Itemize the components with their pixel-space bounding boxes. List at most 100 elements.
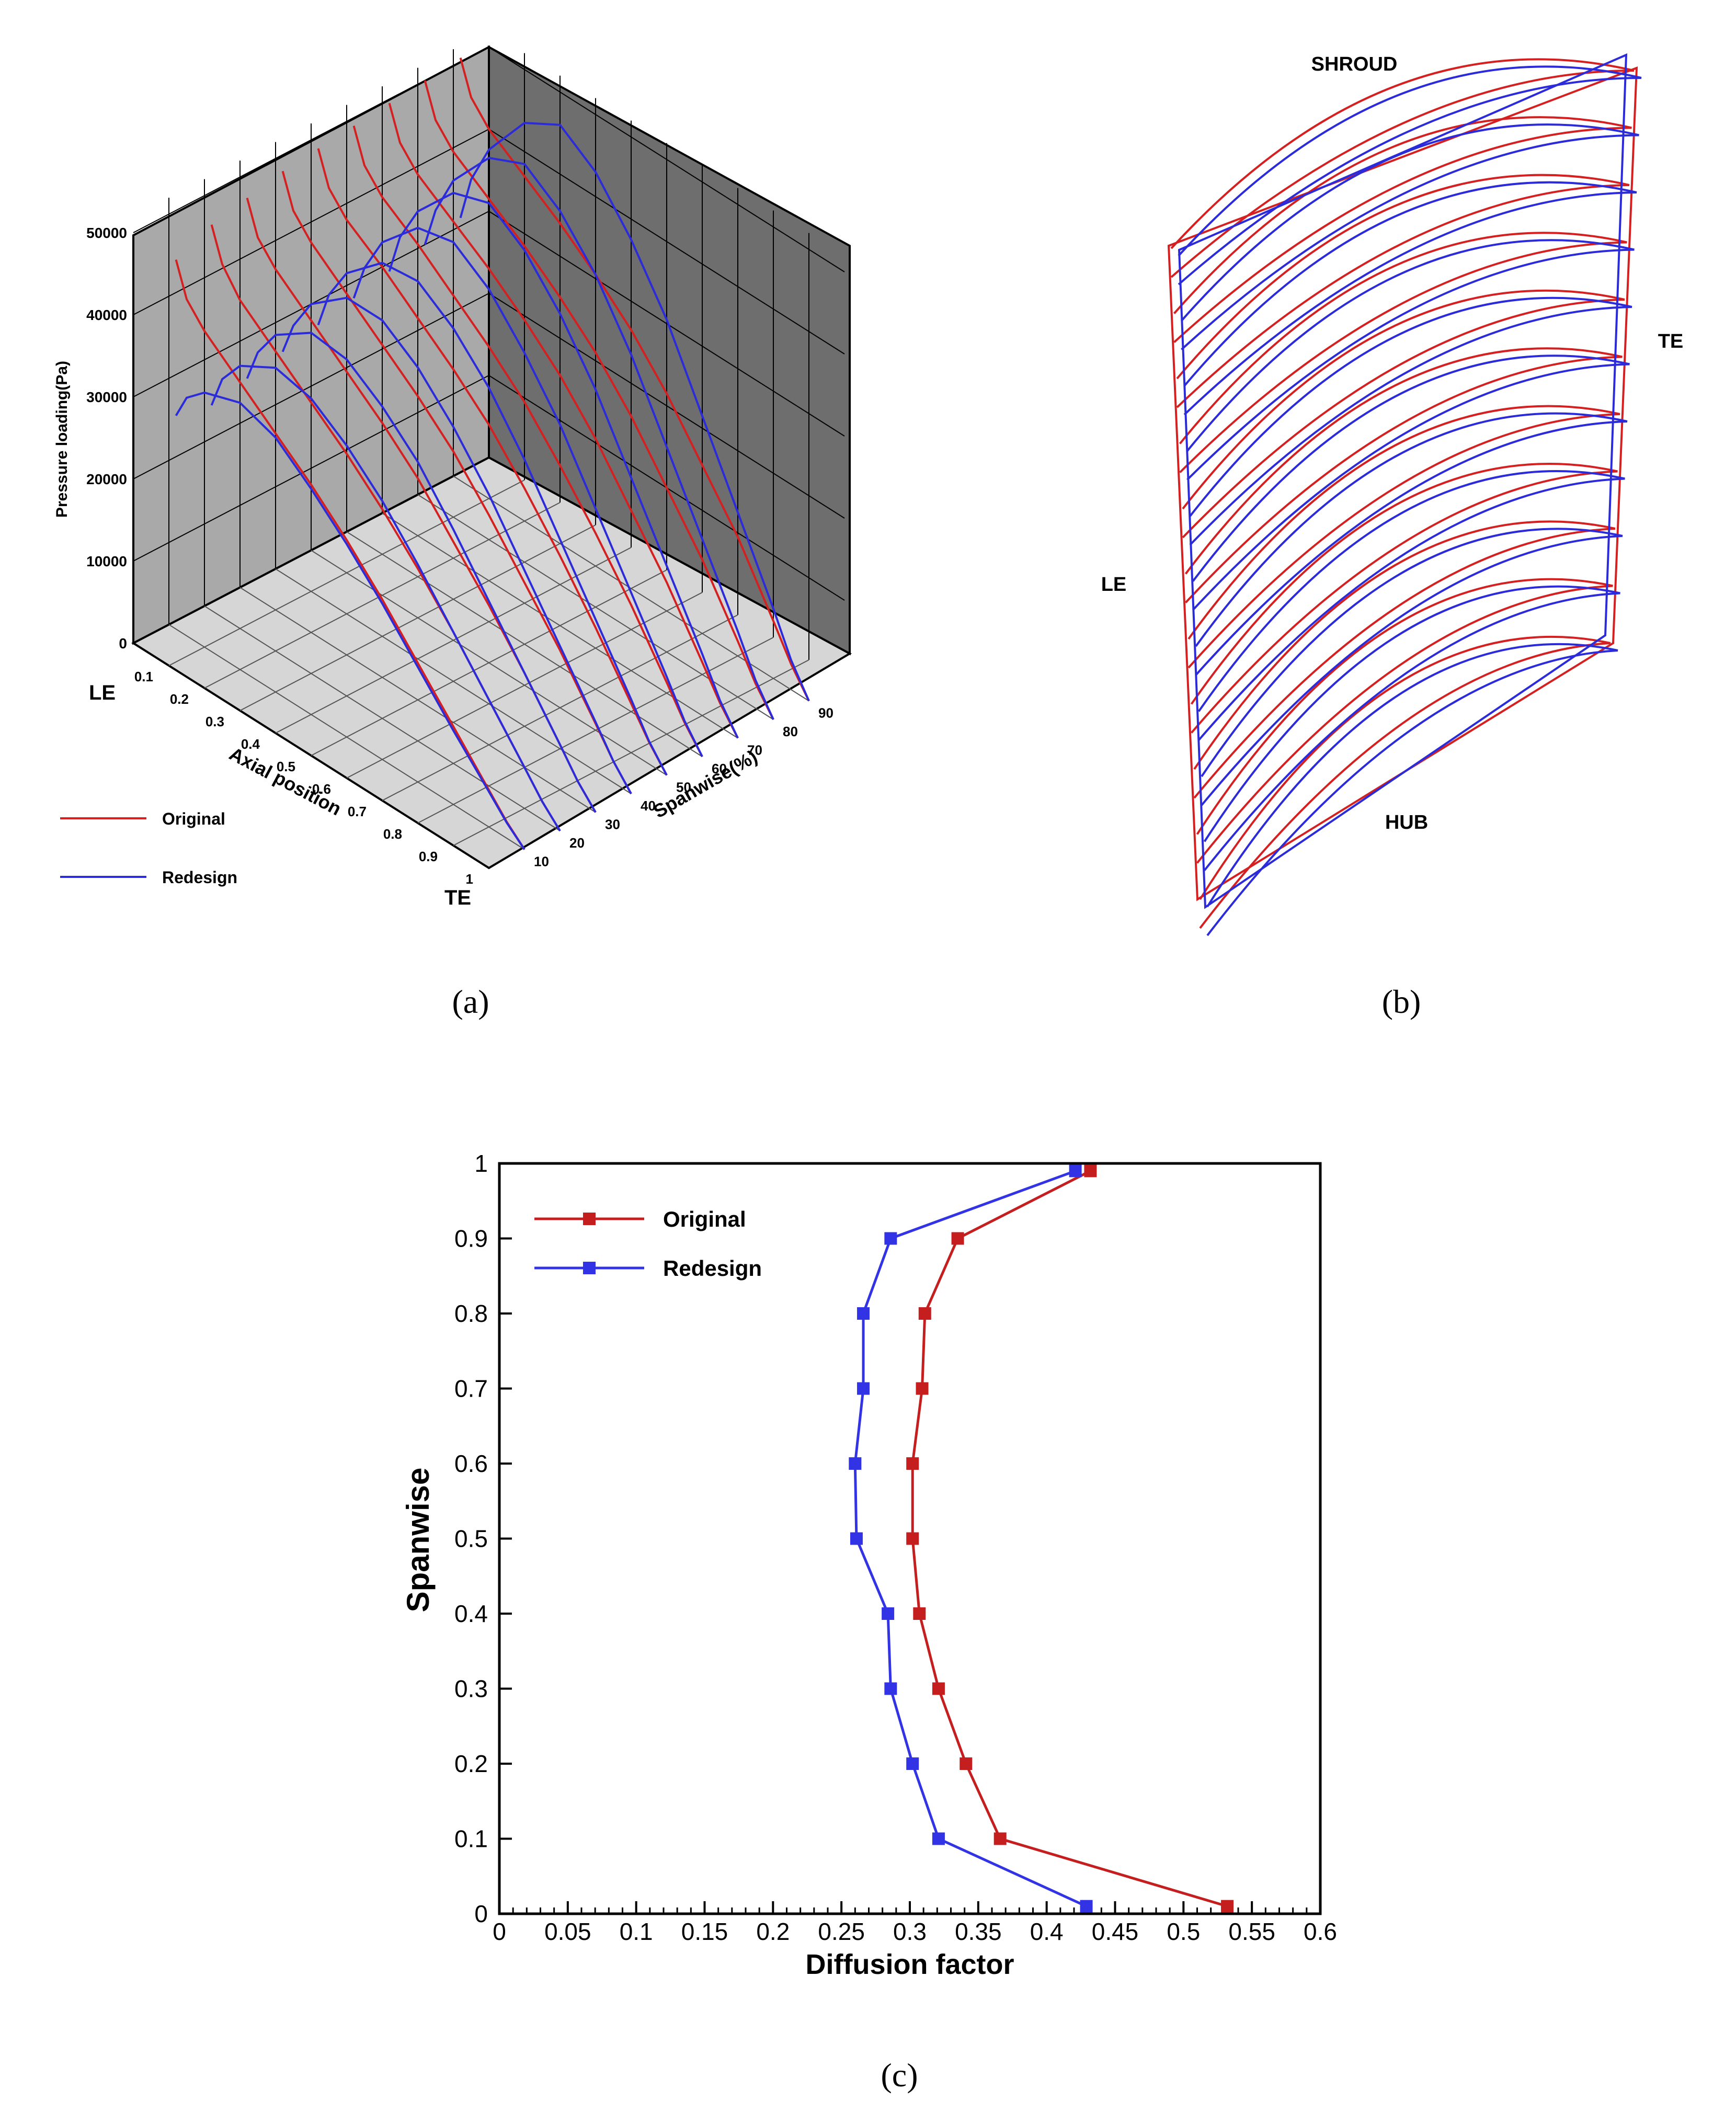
- blade-section-suction-redesign: [1197, 470, 1625, 712]
- blade-section-suction-redesign: [1180, 123, 1639, 322]
- series-line-original-span-70: [388, 102, 739, 739]
- y-tick-label: 1: [474, 1150, 488, 1177]
- x-tick-label: 0: [493, 1918, 506, 1945]
- y-tick-label: 0.5: [454, 1525, 488, 1552]
- panel-a-te-label: TE: [444, 886, 471, 909]
- data-point-original: [1084, 1164, 1097, 1178]
- blade-section-suction-original: [1182, 289, 1625, 510]
- blade-section-pressure-original: [1199, 642, 1611, 929]
- grid-line: [168, 479, 525, 666]
- series-line-original-span-90: [459, 58, 810, 702]
- series-line-redesign: [853, 1170, 1087, 1907]
- x-tick-label: 0.8: [383, 826, 402, 842]
- z-tick-label: 50000: [86, 225, 127, 241]
- data-point-original: [916, 1382, 929, 1395]
- data-point-redesign: [884, 1682, 897, 1695]
- data-point-original: [1221, 1900, 1234, 1913]
- blade-section-suction-original: [1193, 520, 1616, 770]
- panel-c-axes: 0 0.05 0.1 0.15 0.2 0.25 0.3 0.35 0.4 0.45 0.5 0.55…: [454, 1150, 1337, 1945]
- data-point-original: [993, 1832, 1007, 1845]
- panel-b-blade-sections: SHROUD TE LE HUB (b): [1101, 53, 1683, 1020]
- y-tick-label: 0: [474, 1900, 488, 1927]
- panel-c-series: [849, 1164, 1234, 1913]
- x-tick-label: 0.5: [277, 759, 295, 774]
- blade-section-suction-redesign: [1186, 239, 1635, 452]
- grid-line: [133, 210, 845, 437]
- blade-section-pressure-redesign: [1181, 134, 1639, 350]
- x-tick-label: 0.2: [170, 691, 189, 707]
- y-tick-label: 30: [605, 817, 620, 832]
- blade-section-suction-redesign: [1206, 643, 1618, 908]
- blade-section-pressure-original: [1187, 413, 1620, 669]
- blade-section-suction-redesign: [1203, 585, 1620, 842]
- data-point-redesign: [906, 1757, 919, 1770]
- series-line-original-span-60: [352, 125, 703, 757]
- series-line-redesign-span-20: [210, 364, 561, 832]
- legend-redesign-marker: [583, 1262, 596, 1274]
- blade-section-pressure-redesign: [1197, 477, 1625, 741]
- blade-section-pressure-redesign: [1201, 535, 1623, 806]
- data-point-original: [913, 1607, 926, 1620]
- panel-b-caption: (b): [1382, 983, 1421, 1020]
- y-tick-label: 0.6: [454, 1450, 488, 1477]
- series-line-original-span-50: [317, 148, 668, 776]
- x-tick-label: 1: [466, 871, 473, 887]
- blade-section-pressure-original: [1185, 356, 1623, 603]
- grid-line: [133, 374, 845, 601]
- x-tick-label: 0.4: [241, 736, 260, 752]
- blade-section-suction-redesign: [1195, 412, 1628, 647]
- data-point-original: [932, 1682, 945, 1695]
- blade-section-pressure-original: [1173, 127, 1632, 343]
- y-tick-label: 70: [747, 742, 762, 758]
- blade-section-suction-original: [1190, 463, 1618, 705]
- y-tick-label: 80: [783, 724, 798, 739]
- x-tick-label: 0.5: [1167, 1918, 1200, 1945]
- panel-c-caption: (c): [881, 2057, 918, 2094]
- series-line-redesign-span-40: [281, 296, 632, 794]
- blade-section-suction-redesign: [1183, 181, 1637, 387]
- panel-b-shroud-label: SHROUD: [1311, 53, 1398, 75]
- legend-redesign-label: Redesign: [162, 868, 237, 887]
- y-tick-label: 20: [569, 835, 585, 851]
- blade-section-pressure-original: [1176, 184, 1630, 408]
- blade-section-suction-redesign: [1192, 355, 1630, 582]
- blade-section-suction-original: [1199, 636, 1611, 900]
- x-tick-label: 0.05: [544, 1918, 591, 1945]
- grid-line: [239, 524, 596, 711]
- panel-a-curves: [175, 58, 810, 850]
- panel-a-legend: Original Redesign: [60, 809, 237, 887]
- y-tick-label: 0.1: [454, 1825, 488, 1853]
- blade-outline-redesign: [1178, 53, 1628, 909]
- data-point-redesign: [1080, 1900, 1093, 1913]
- data-point-redesign: [857, 1307, 870, 1320]
- y-tick-label: 90: [818, 705, 833, 721]
- series-line-original-span-80: [424, 80, 774, 720]
- y-tick-label: 40: [641, 798, 656, 814]
- y-tick-label: 0.8: [454, 1300, 488, 1327]
- x-tick-label: 0.6: [312, 781, 331, 797]
- panel-c-y-axis-label: Spanwise: [401, 1468, 436, 1613]
- x-tick-label: 0.45: [1092, 1918, 1139, 1945]
- y-tick-label: 0.9: [454, 1225, 488, 1252]
- data-point-redesign: [932, 1832, 945, 1845]
- panel-a-z-tick-labels: 0 10000 20000 30000 40000 50000: [86, 225, 127, 652]
- panel-b-sections: [1167, 53, 1642, 936]
- x-tick-label: 0.7: [348, 804, 367, 819]
- data-point-original: [951, 1232, 964, 1245]
- panel-b-le-label: LE: [1101, 574, 1127, 596]
- blade-section-pressure-redesign: [1195, 420, 1628, 676]
- legend-original-label: Original: [162, 809, 225, 828]
- x-tick-label: 0.9: [419, 849, 438, 864]
- blade-section-pressure-original: [1179, 241, 1627, 473]
- y-tick-label: 0.4: [454, 1600, 488, 1627]
- grid-line: [204, 502, 561, 689]
- series-line-redesign-span-90: [459, 122, 810, 702]
- blade-section-pressure-original: [1182, 299, 1625, 539]
- data-point-original: [906, 1532, 919, 1545]
- x-tick-label: 0.1: [134, 669, 153, 684]
- blade-section-suction-redesign: [1178, 65, 1642, 257]
- panel-a-le-label: LE: [89, 681, 116, 704]
- blade-section-pressure-redesign: [1189, 306, 1632, 546]
